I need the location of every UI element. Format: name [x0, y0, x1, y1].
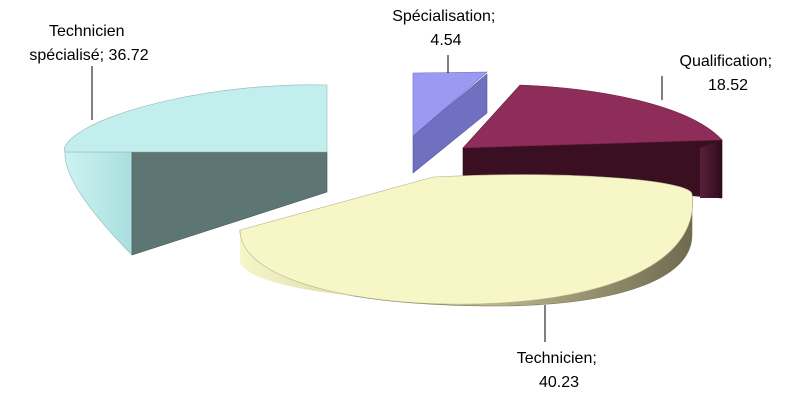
slice-technicien: [239, 174, 693, 307]
slice-technicien-top: [239, 174, 693, 305]
slice-technicien-specialise-top: [63, 84, 328, 153]
label-specialisation: Spécialisation; 4.54: [392, 8, 500, 49]
slice-specialisation-top: [412, 71, 488, 137]
label-technicien: Technicien; 40.23: [517, 350, 602, 391]
label-qualification: Qualification; 18.52: [680, 53, 777, 94]
slice-qualification-top: [462, 84, 723, 149]
slice-specialisation: [412, 71, 488, 174]
slice-qualification-rim: [700, 140, 722, 198]
slice-technicien-specialise-rim: [64, 151, 133, 256]
slice-technicien-specialise: [63, 84, 328, 256]
slice-specialisation-side: [412, 73, 488, 174]
label-technicien-specialise: Technicien spécialisé; 36.72: [29, 23, 148, 64]
